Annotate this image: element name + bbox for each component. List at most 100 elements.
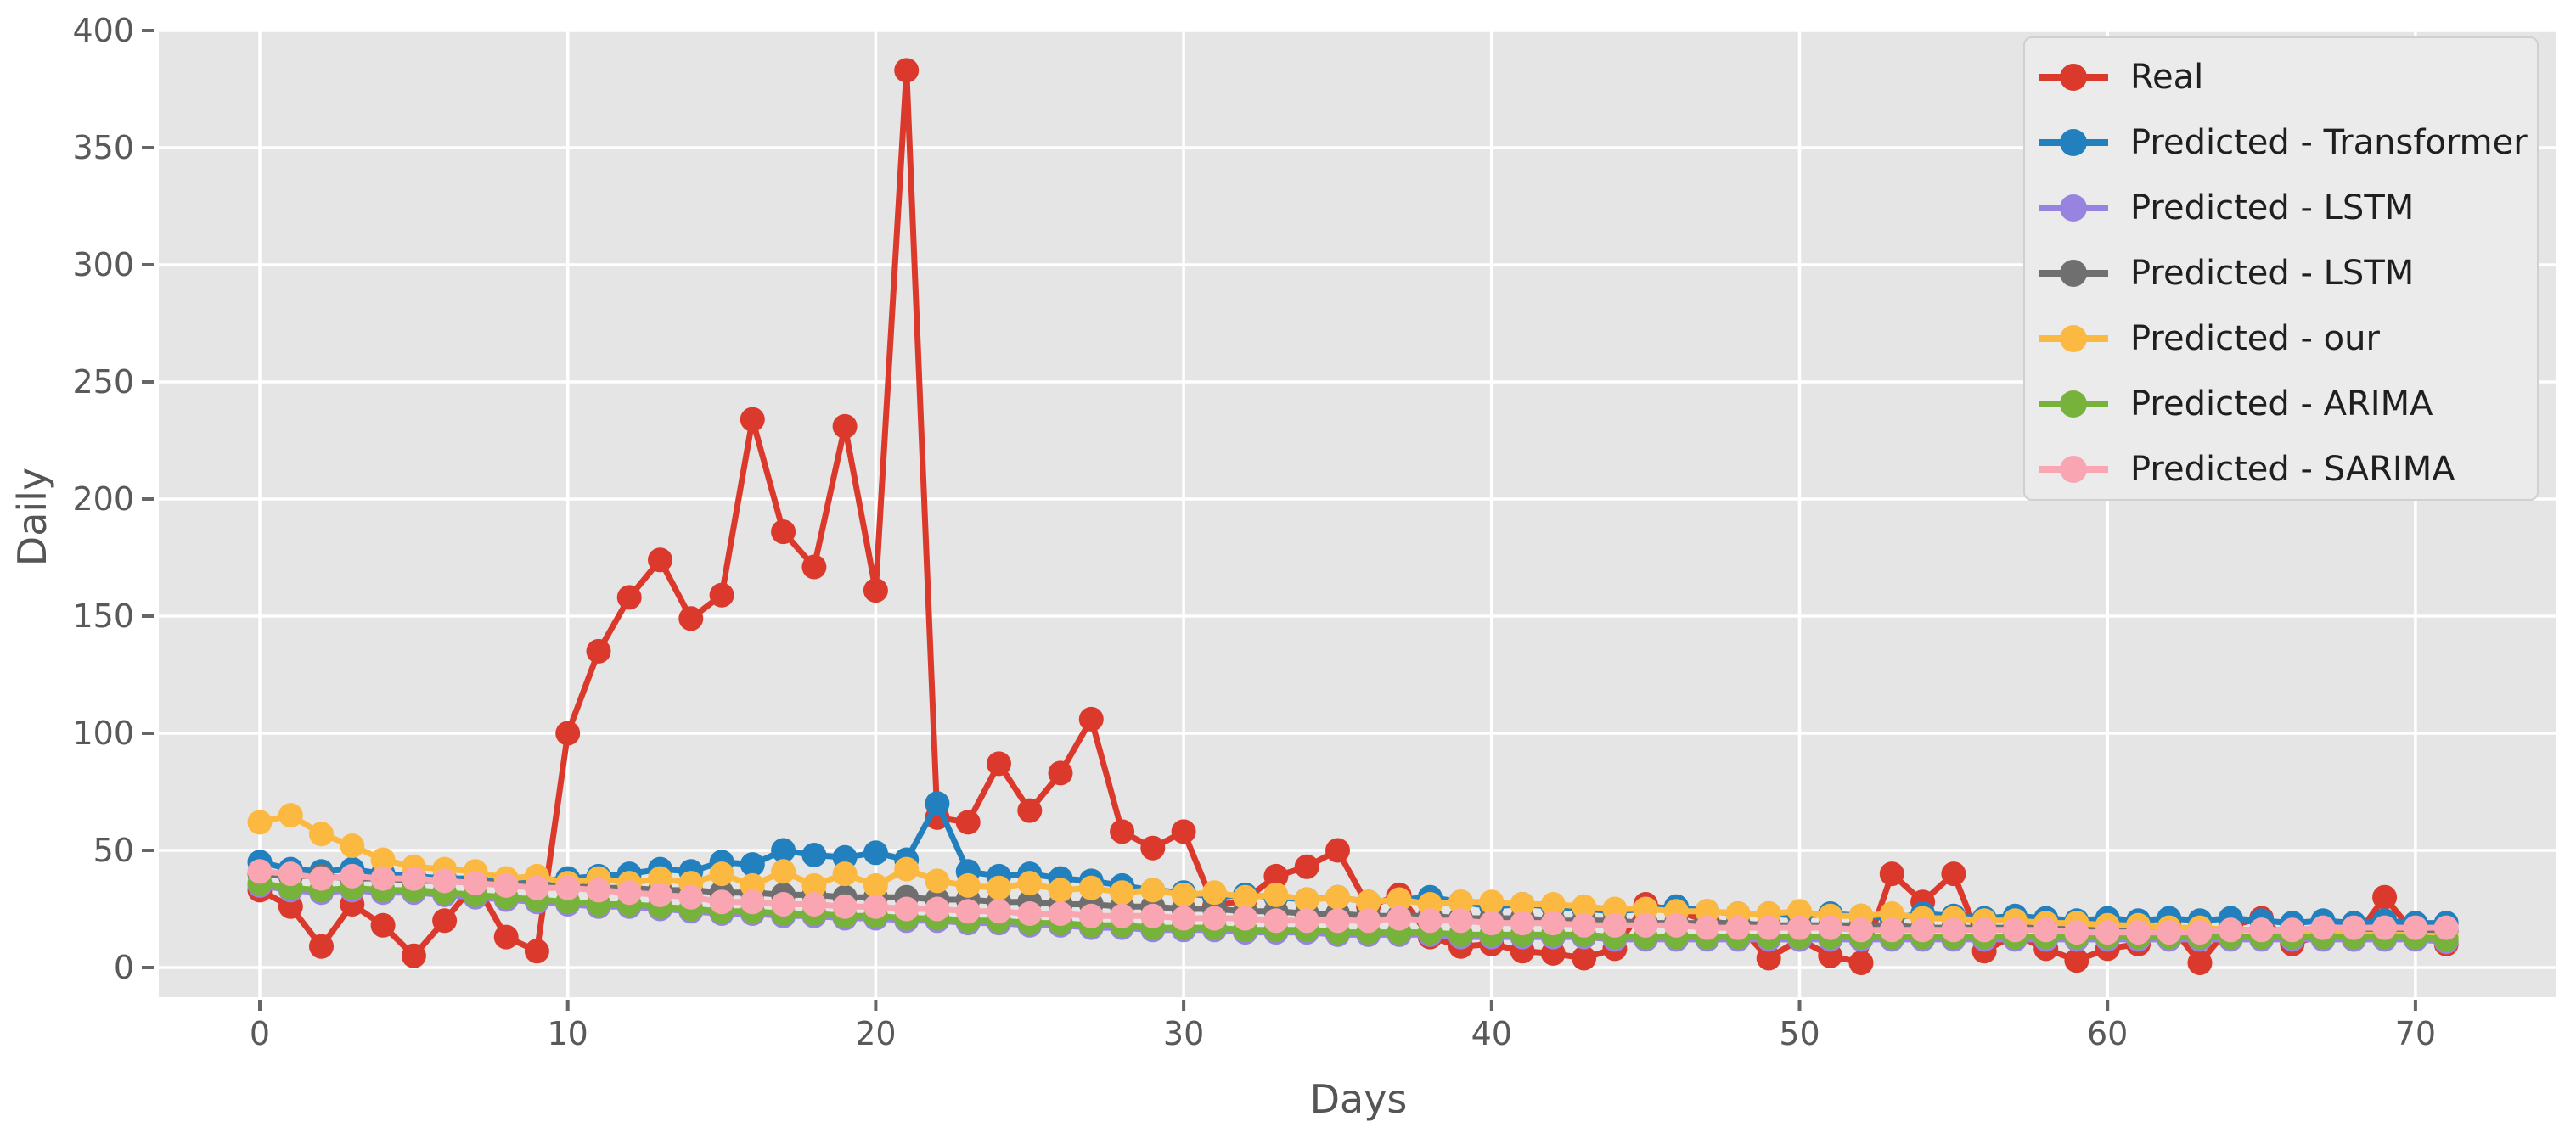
data-point (1263, 882, 1289, 907)
data-point (2372, 915, 2398, 940)
data-point (309, 822, 334, 847)
data-point (1663, 912, 1689, 938)
data-point (2064, 948, 2089, 973)
data-point (1078, 903, 1104, 928)
data-point (1910, 917, 1936, 943)
data-point (1479, 889, 1505, 915)
data-point (278, 861, 303, 887)
legend-item-2: Predicted - LSTM (2025, 175, 2537, 240)
data-point (1325, 838, 1350, 863)
data-point (894, 856, 920, 882)
data-point (1386, 906, 1412, 931)
legend-marker-icon (2039, 324, 2108, 352)
data-point (1879, 917, 1904, 943)
data-point (1787, 915, 1812, 940)
data-point (832, 861, 858, 887)
data-point (370, 912, 396, 938)
data-point (2033, 917, 2059, 943)
x-tick-label: 20 (855, 1015, 897, 1052)
data-point (2372, 884, 2398, 910)
data-point (2157, 920, 2182, 945)
data-point (1048, 760, 1073, 786)
x-tick-label: 10 (547, 1015, 588, 1052)
data-point (586, 878, 611, 903)
legend-item-0: Real (2025, 44, 2537, 109)
data-point (863, 578, 888, 603)
data-point (863, 840, 888, 866)
data-point (987, 751, 1011, 777)
legend-item-4: Predicted - our (2025, 306, 2537, 371)
data-point (524, 875, 549, 900)
data-point (1140, 878, 1166, 903)
legend-item-6: Predicted - SARIMA (2025, 436, 2537, 502)
data-point (648, 882, 672, 907)
y-tick-label: 200 (72, 480, 134, 518)
legend-marker-icon (2039, 390, 2108, 418)
legend-marker-icon (2039, 128, 2108, 156)
data-point (1017, 871, 1043, 896)
data-point (370, 847, 396, 872)
data-point (247, 859, 273, 884)
data-point (524, 939, 549, 964)
x-tick-label: 70 (2394, 1015, 2437, 1052)
x-tick-label: 0 (249, 1015, 271, 1052)
data-point (2002, 917, 2028, 943)
data-point (432, 908, 458, 934)
data-point (1017, 798, 1043, 823)
data-point (1294, 908, 1319, 934)
legend-label: Predicted - our (2130, 318, 2380, 358)
data-point (1448, 889, 1473, 915)
data-point (1356, 908, 1381, 934)
x-tick-label: 50 (1779, 1015, 1820, 1052)
data-point (555, 875, 581, 900)
data-point (2095, 920, 2120, 945)
data-point (709, 582, 734, 608)
y-tick-label: 400 (72, 12, 134, 49)
data-point (2403, 915, 2428, 940)
data-point (1078, 706, 1104, 732)
data-point (740, 407, 765, 432)
y-tick-label: 50 (93, 832, 134, 869)
data-point (1818, 915, 1843, 940)
data-point (832, 413, 858, 439)
data-point (1171, 882, 1196, 907)
y-tick-label: 350 (72, 129, 134, 166)
legend-label: Predicted - SARIMA (2130, 449, 2455, 489)
data-point (340, 833, 365, 858)
data-point (894, 58, 920, 83)
data-point (1233, 906, 1258, 931)
data-point (1756, 945, 1781, 971)
data-point (2310, 915, 2336, 940)
data-point (616, 585, 642, 610)
data-point (1572, 945, 1597, 971)
data-point (740, 852, 765, 878)
data-point (432, 868, 458, 894)
data-point (955, 899, 981, 924)
data-point (987, 875, 1011, 900)
data-point (925, 896, 950, 922)
data-point (1510, 892, 1535, 917)
legend-label: Predicted - ARIMA (2130, 384, 2433, 423)
tick-marks (142, 29, 2417, 1011)
data-point (2126, 920, 2151, 945)
data-point (278, 803, 303, 828)
data-point (555, 721, 581, 746)
data-point (493, 924, 519, 950)
data-point (1140, 903, 1166, 928)
data-point (863, 894, 888, 919)
data-point (2249, 917, 2275, 943)
series-predicted-sarima-6 (247, 859, 2459, 945)
data-point (1572, 894, 1597, 919)
x-axis-label: Days (1309, 1076, 1408, 1122)
data-point (1695, 915, 1720, 940)
y-tick-label: 150 (72, 597, 134, 635)
data-point (801, 892, 827, 917)
data-point (987, 899, 1011, 924)
data-point (1448, 908, 1473, 934)
legend-label: Real (2130, 57, 2204, 97)
data-point (771, 859, 796, 884)
data-point (1325, 884, 1350, 910)
data-point (1971, 917, 1997, 943)
data-point (1201, 880, 1227, 906)
x-tick-label: 30 (1162, 1015, 1205, 1052)
